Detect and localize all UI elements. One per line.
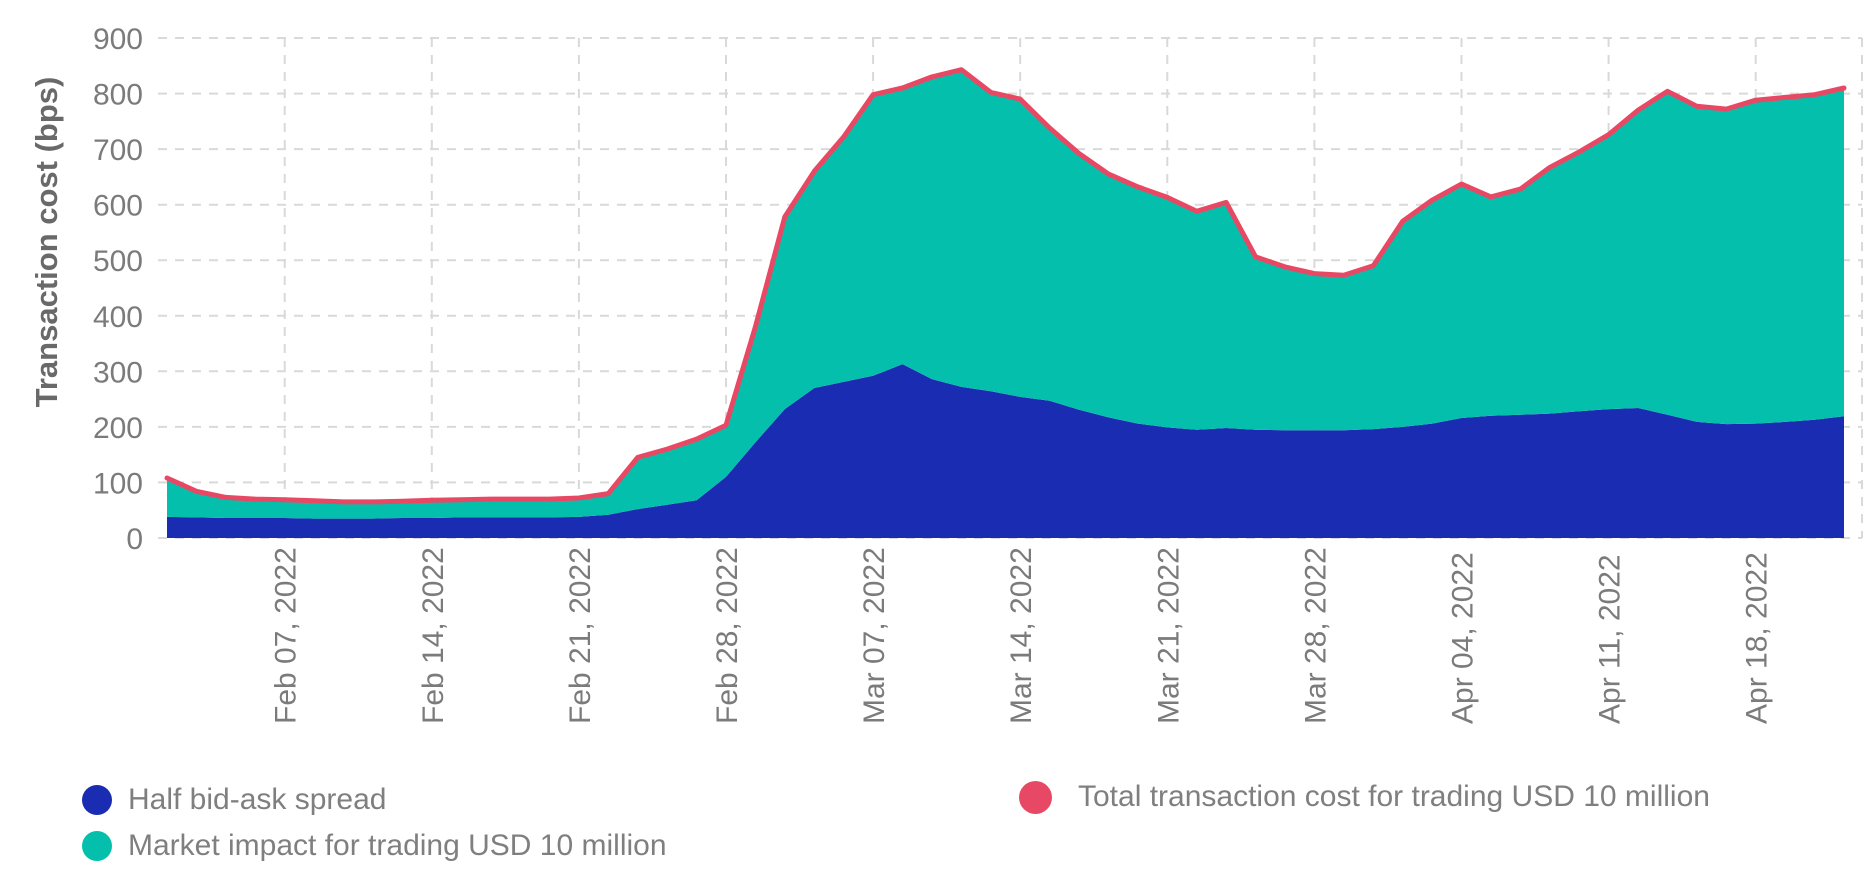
legend-item-half-bid-ask-spread: Half bid-ask spread [82, 783, 386, 817]
y-tick-label: 300 [93, 356, 143, 389]
y-axis-tick-labels: 0 100 200 300 400 500 600 700 800 900 [93, 23, 143, 556]
y-tick-label: 500 [93, 245, 143, 278]
x-tick-label: Feb 21, 2022 [564, 547, 597, 724]
x-tick-label: Apr 04, 2022 [1447, 552, 1480, 724]
legend-dot-total-cost-icon [1019, 780, 1052, 814]
y-tick-label: 200 [93, 412, 143, 445]
legend-dot-market-impact-icon [82, 831, 112, 861]
y-tick-label: 0 [126, 523, 143, 556]
total-cost-line [164, 67, 1847, 505]
legend-item-market-impact: Market impact for trading USD 10 million [82, 829, 667, 863]
y-tick-label: 800 [93, 79, 143, 112]
legend-item-total-transaction-cost: Total transaction cost for trading USD 1… [1019, 780, 1710, 814]
y-axis-title: Transaction cost (bps) [29, 76, 64, 408]
x-tick-label: Feb 28, 2022 [711, 547, 744, 724]
x-tick-label: Mar 07, 2022 [858, 547, 891, 724]
x-tick-label: Mar 21, 2022 [1152, 547, 1185, 724]
legend-label-total-transaction-cost: Total transaction cost for trading USD 1… [1078, 780, 1710, 813]
legend-dot-half-bid-ask-icon [82, 785, 112, 815]
market-impact-area [167, 69, 1844, 519]
x-axis-tick-labels: Feb 07, 2022 Feb 14, 2022 Feb 21, 2022 Feb … [270, 547, 1774, 724]
y-tick-label: 900 [93, 23, 143, 56]
x-tick-label: Mar 14, 2022 [1005, 547, 1038, 724]
x-tick-label: Apr 18, 2022 [1741, 552, 1774, 724]
y-tick-label: 600 [93, 190, 143, 223]
legend-label-market-impact: Market impact for trading USD 10 million [128, 829, 667, 862]
y-tick-label: 700 [93, 134, 143, 167]
x-tick-label: Mar 28, 2022 [1299, 547, 1332, 724]
x-tick-label: Apr 11, 2022 [1594, 554, 1627, 724]
y-tick-label: 100 [93, 467, 143, 500]
legend-label-half-bid-ask-spread: Half bid-ask spread [128, 783, 387, 816]
half-bid-ask-area [167, 364, 1844, 538]
x-tick-label: Feb 07, 2022 [270, 547, 303, 724]
x-tick-label: Feb 14, 2022 [417, 547, 450, 724]
y-tick-label: 400 [93, 301, 143, 334]
